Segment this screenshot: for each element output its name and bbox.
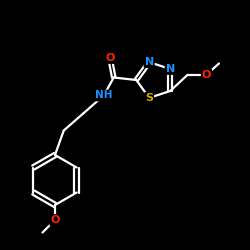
Text: S: S <box>145 93 153 103</box>
Text: NH: NH <box>95 90 112 101</box>
Text: N: N <box>144 57 154 67</box>
Text: O: O <box>105 53 115 63</box>
Text: N: N <box>166 64 175 74</box>
Text: O: O <box>50 215 60 225</box>
Text: O: O <box>202 70 211 80</box>
